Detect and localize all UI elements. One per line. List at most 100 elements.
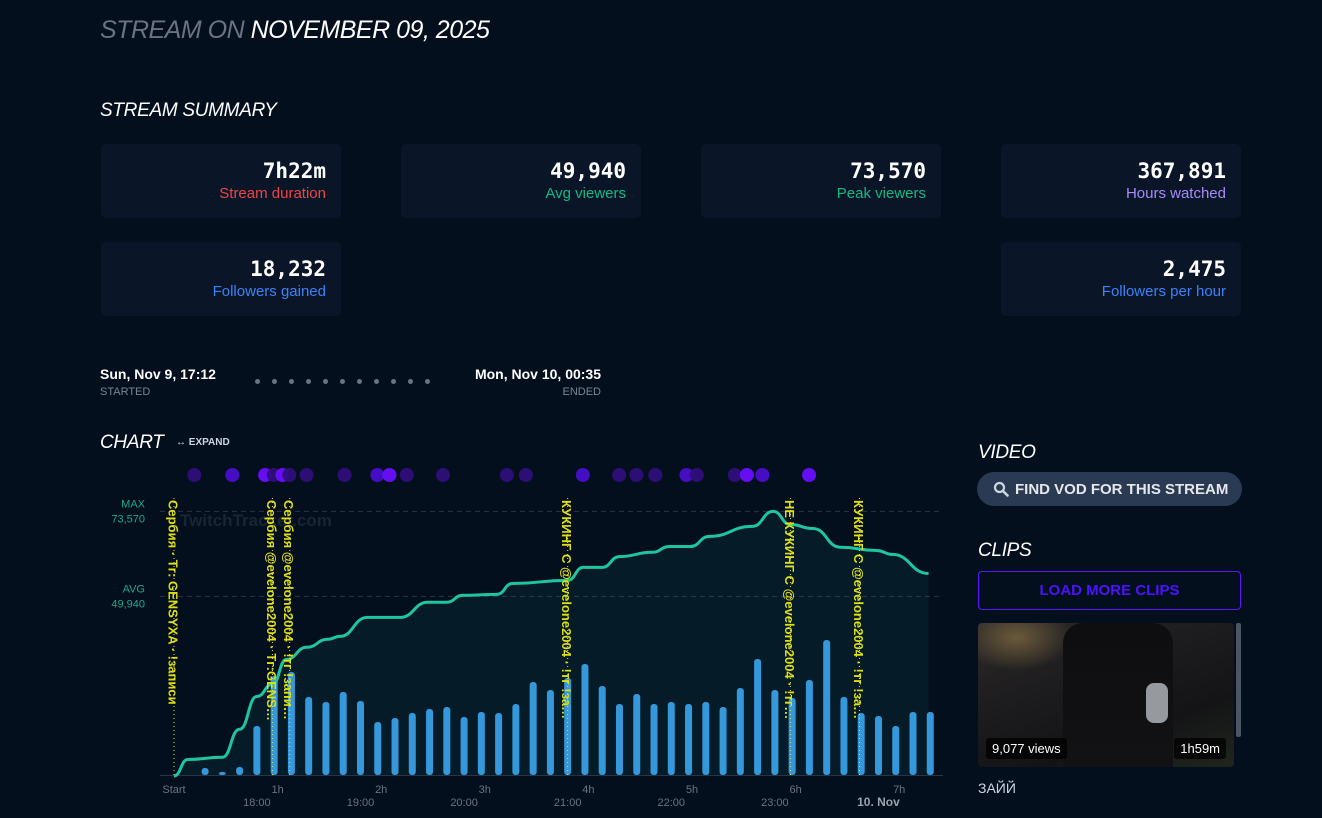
activity-bar (426, 709, 434, 775)
x-tick-label: 3h (479, 784, 491, 796)
event-dot (612, 468, 627, 482)
activity-bar (754, 659, 762, 775)
event-dot (225, 468, 240, 482)
event-dot (436, 468, 450, 482)
activity-bar (287, 672, 295, 775)
activity-bar (322, 702, 330, 775)
clip-thumbnail[interactable]: 9,077 views 1h59m (978, 623, 1234, 767)
activity-bar (236, 767, 244, 775)
activity-bar (667, 702, 675, 775)
timeline-dot (289, 379, 294, 384)
activity-bar (408, 713, 416, 775)
activity-bar (771, 690, 779, 775)
event-dot (727, 468, 742, 482)
activity-bar (909, 712, 917, 775)
page-title: STREAM ON NOVEMBER 09, 2025 (100, 16, 490, 44)
event-dot (629, 468, 644, 482)
activity-bar (719, 707, 727, 775)
x-tick-label: 4h (582, 784, 594, 796)
chart-title: CHART (100, 432, 164, 453)
activity-bar (650, 704, 658, 775)
watermark: TwitchTracker.com (180, 511, 332, 530)
event-dot (499, 468, 514, 482)
activity-bar (218, 772, 226, 775)
timeline-dot (357, 379, 362, 384)
stream-end: Mon, Nov 10, 00:35 ENDED (474, 366, 601, 398)
x-tick-label: 2h (375, 784, 387, 796)
x-tick-label: 5h (686, 784, 698, 796)
activity-bar (477, 712, 485, 775)
event-dot (575, 468, 590, 482)
stat-card-followers-per-hour: 2,475 Followers per hour (1001, 242, 1241, 316)
find-vod-button[interactable]: FIND VOD FOR THIS STREAM (977, 472, 1242, 506)
stat-card-hours-watched: 367,891 Hours watched (1001, 144, 1241, 218)
viewers-line (173, 509, 929, 778)
activity-bar (615, 704, 623, 775)
activity-bar (546, 690, 554, 775)
annotation-label: КУКИНГ С @evelone2004 · !тг !за… (559, 500, 574, 719)
clip-views: 9,077 views (986, 738, 1067, 759)
load-more-clips-button[interactable]: LOAD MORE CLIPS (978, 571, 1241, 610)
ref-label: AVG (123, 583, 145, 595)
event-dot (689, 468, 704, 482)
activity-bar (788, 698, 796, 775)
stream-start: Sun, Nov 9, 17:12 STARTED (100, 366, 216, 398)
activity-bar (305, 697, 313, 775)
event-dot (648, 468, 663, 482)
timeline-dot (323, 379, 328, 384)
activity-bar (529, 682, 537, 775)
clip-title[interactable]: ЗАЙЙ (978, 780, 1016, 796)
annotation-label: НЕ КУКИНГ С @evelone2004 · !тг… (782, 500, 797, 719)
activity-bar (892, 726, 900, 775)
clip-duration: 1h59m (1174, 738, 1226, 759)
activity-bar (339, 692, 347, 775)
timeline-dot (340, 379, 345, 384)
event-dot (370, 468, 385, 482)
activity-bar (581, 664, 589, 775)
stat-card-duration: 7h22m Stream duration (101, 144, 341, 218)
activity-bar (253, 726, 261, 775)
activity-bar (805, 680, 813, 775)
annotation-label: КУКИНГ С @evelone2004 · !тг !за… (851, 500, 866, 719)
timeline-dot (306, 379, 311, 384)
x-tick-sublabel: 18:00 (243, 797, 271, 809)
x-tick-label: 7h (893, 784, 905, 796)
activity-bar (391, 718, 399, 775)
stat-card-followers-gained: 18,232 Followers gained (101, 242, 341, 316)
search-icon (993, 481, 1009, 497)
annotation-label: Сербия @evelone2004 · !тг !запи… (281, 500, 296, 720)
timeline-dot (425, 379, 430, 384)
timeline-dot (272, 379, 277, 384)
x-tick-sublabel: 22:00 (658, 797, 686, 809)
activity-bar (823, 640, 831, 775)
activity-bar (736, 688, 744, 775)
event-dot (739, 468, 754, 482)
event-dot (187, 468, 202, 482)
activity-bar (356, 701, 364, 775)
viewers-chart: TwitchTracker.com MAX 73,570 AVG 49,940 Серби… (111, 468, 943, 809)
x-tick-sublabel: 10. Nov (857, 795, 900, 809)
activity-bar (460, 717, 468, 775)
clips-title: CLIPS (978, 540, 1032, 561)
activity-bar (443, 707, 451, 775)
x-tick-sublabel: 19:00 (347, 797, 375, 809)
ref-label: MAX (121, 498, 146, 510)
activity-bar (598, 686, 606, 775)
clips-scrollbar[interactable] (1236, 623, 1241, 737)
x-tick-label: 1h (271, 784, 283, 796)
event-dot (337, 468, 352, 482)
annotation-label: Сербия @evelone2004 · Тг:GENS… (264, 500, 279, 721)
activity-bar (374, 722, 382, 775)
video-title: VIDEO (978, 442, 1036, 463)
activity-bar (702, 702, 710, 775)
x-tick-sublabel: 20:00 (450, 797, 478, 809)
activity-bar (840, 697, 848, 775)
expand-arrows-icon: ↔ (176, 437, 186, 448)
event-dot (679, 468, 694, 482)
event-dot (755, 468, 770, 482)
ref-value: 49,940 (111, 598, 145, 610)
activity-bar (512, 704, 520, 775)
expand-button[interactable]: ↔ EXPAND (176, 437, 230, 448)
event-dot (518, 468, 533, 482)
timeline-dot (255, 379, 260, 384)
